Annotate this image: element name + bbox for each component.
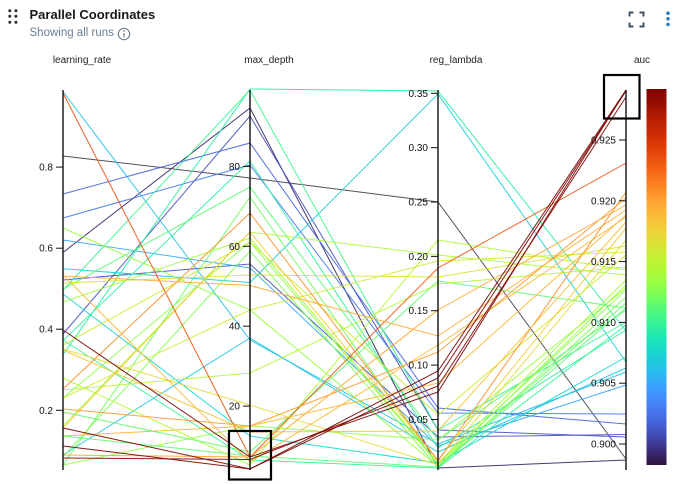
svg-text:0.15: 0.15 — [409, 306, 429, 317]
svg-text:max_depth: max_depth — [244, 55, 293, 66]
svg-text:reg_lambda: reg_lambda — [430, 55, 483, 66]
svg-text:learning_rate: learning_rate — [53, 55, 112, 66]
svg-text:80: 80 — [229, 162, 241, 173]
svg-text:auc: auc — [634, 55, 650, 66]
svg-text:0.920: 0.920 — [591, 196, 616, 207]
svg-text:0.905: 0.905 — [591, 379, 616, 390]
svg-text:20: 20 — [229, 402, 241, 413]
svg-text:0.900: 0.900 — [591, 440, 616, 451]
svg-text:0.910: 0.910 — [591, 318, 616, 329]
svg-text:0.30: 0.30 — [409, 143, 429, 154]
svg-text:0.10: 0.10 — [409, 361, 429, 372]
svg-text:0.6: 0.6 — [39, 244, 53, 255]
svg-text:0.8: 0.8 — [39, 163, 53, 174]
svg-text:40: 40 — [229, 322, 241, 333]
svg-text:0.05: 0.05 — [409, 415, 429, 426]
svg-text:0.20: 0.20 — [409, 252, 429, 263]
svg-text:0.915: 0.915 — [591, 257, 616, 268]
svg-text:0.4: 0.4 — [39, 325, 53, 336]
svg-text:0.925: 0.925 — [591, 136, 616, 147]
svg-text:0.25: 0.25 — [409, 198, 429, 209]
svg-text:0.35: 0.35 — [409, 89, 429, 100]
svg-text:60: 60 — [229, 242, 241, 253]
svg-text:0.2: 0.2 — [39, 406, 53, 417]
